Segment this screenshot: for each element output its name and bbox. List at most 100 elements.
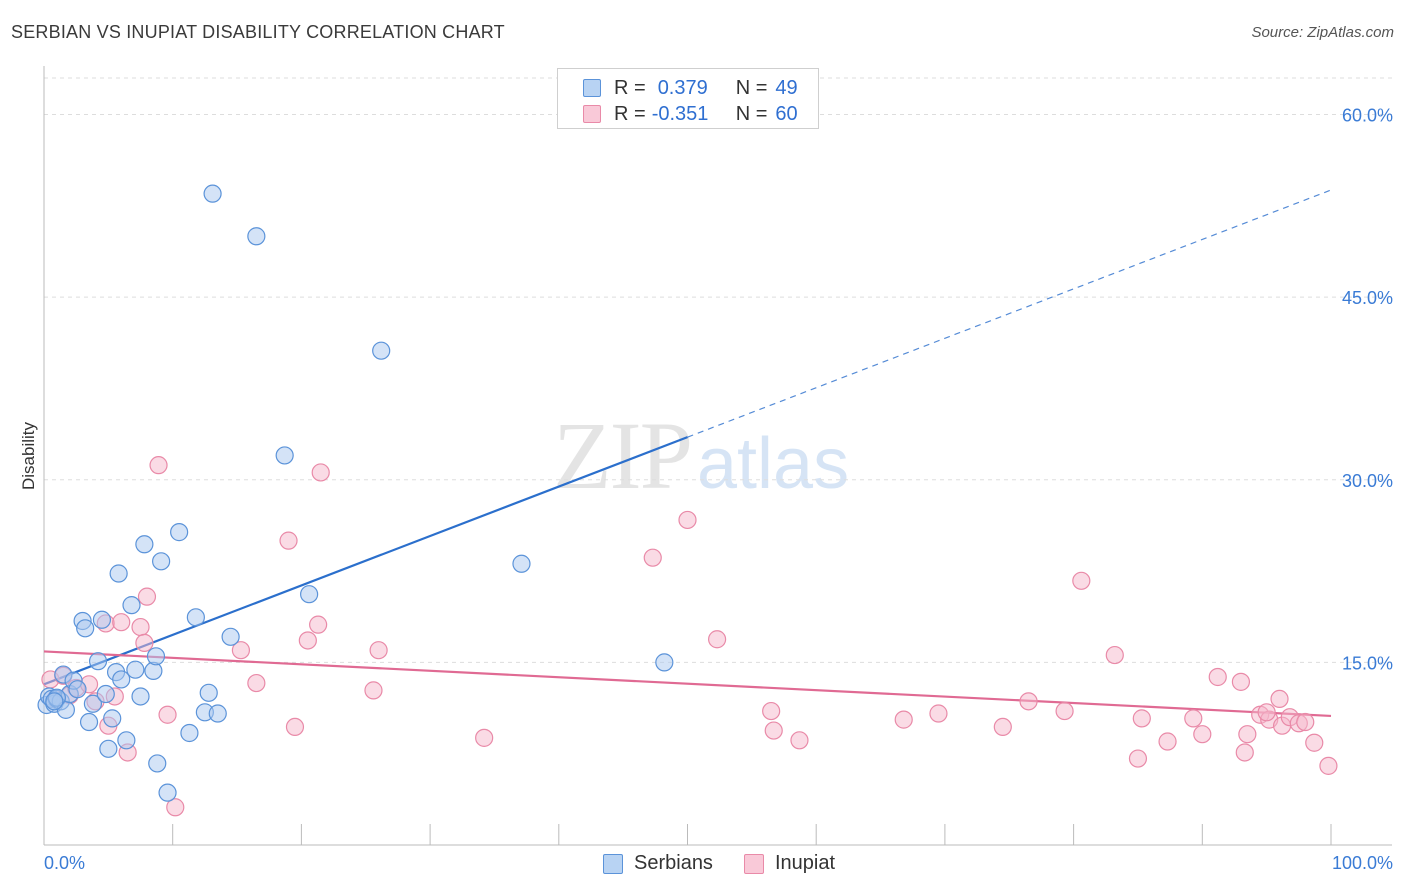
inupiat-point	[309, 615, 328, 634]
inupiat-point	[1055, 701, 1074, 721]
serbians-point	[135, 535, 154, 554]
legend-item-inupiat: Inupiat	[744, 852, 835, 875]
serbians-point	[68, 680, 87, 699]
serbians-point	[99, 739, 118, 758]
inupiat-point	[285, 717, 305, 737]
serbians-point	[79, 712, 99, 732]
legend-n-label: N =	[735, 102, 768, 125]
y-tick-label: 15.0%	[1342, 653, 1393, 673]
y-tick-label: 45.0%	[1342, 288, 1393, 308]
inupiat-point	[1257, 703, 1276, 722]
inupiat-point	[762, 701, 781, 721]
x-tick-label: 100.0%	[1332, 853, 1393, 873]
y-axis-label: Disability	[19, 421, 38, 490]
serbians-legend-swatch	[603, 853, 623, 874]
inupiat-point	[993, 717, 1012, 737]
inupiat-point	[475, 728, 494, 747]
inupiat-point	[364, 681, 383, 700]
serbians-point	[655, 653, 674, 672]
serbians-point	[103, 709, 122, 728]
chart-title: SERBIAN VS INUPIAT DISABILITY CORRELATIO…	[11, 22, 505, 42]
inupiat-point	[1019, 692, 1038, 711]
inupiat-point	[929, 704, 948, 723]
legend-n-value: 60	[775, 102, 798, 125]
serbians-swatch	[583, 79, 601, 97]
serbians-point	[180, 723, 199, 743]
inupiat-point	[298, 631, 317, 650]
legend-r-label: R =	[614, 102, 646, 125]
serbians-point	[170, 523, 189, 542]
watermark-atlas: atlas	[697, 424, 850, 504]
inupiat-point	[369, 641, 388, 660]
zipatlas-watermark: ZIPatlas	[553, 400, 849, 511]
serbians-point	[96, 684, 115, 704]
serbians-point	[83, 694, 103, 713]
inupiat-point	[1296, 712, 1315, 732]
serbians-point	[372, 341, 391, 360]
chart-source: Source: ZipAtlas.com	[1251, 24, 1394, 41]
inupiat-point	[764, 721, 783, 740]
inupiat-point	[643, 548, 662, 567]
legend-r-value: -0.351	[651, 102, 709, 125]
serbians-point	[131, 687, 150, 706]
legend-row-inupiat: R = -0.351 N = 60	[583, 102, 798, 126]
legend-n-value: 49	[775, 76, 798, 99]
serbians-point	[152, 552, 171, 571]
serbians-point	[148, 754, 167, 773]
inupiat-point	[279, 531, 298, 550]
inupiat-point	[247, 673, 266, 693]
inupiat-legend-label: Inupiat	[775, 852, 836, 874]
inupiat-point	[894, 710, 913, 729]
series-legend: Serbians Inupiat	[0, 852, 1406, 876]
inupiat-point	[1105, 645, 1124, 665]
inupiat-point	[158, 705, 177, 724]
inupiat-point	[1072, 571, 1091, 590]
inupiat-point	[1184, 709, 1203, 728]
serbians-point	[122, 596, 141, 615]
inupiat-point	[1305, 733, 1324, 752]
inupiat-point	[1235, 743, 1254, 762]
inupiat-point	[1270, 689, 1289, 709]
inupiat-point	[708, 630, 727, 649]
serbians-point	[186, 608, 205, 627]
serbians-point	[512, 554, 531, 573]
inupiat-point	[311, 463, 330, 482]
serbians-point	[117, 731, 136, 750]
inupiat-point	[1238, 725, 1257, 744]
legend-row-serbians: R = 0.379 N = 49	[583, 76, 798, 100]
inupiat-point	[166, 798, 185, 817]
serbians-point	[76, 619, 95, 638]
watermark-zip: ZIP	[553, 402, 693, 509]
serbians-point	[109, 564, 128, 583]
inupiat-point	[137, 587, 157, 606]
serbians-point	[92, 610, 112, 629]
inupiat-point	[231, 641, 251, 660]
serbians-point	[300, 585, 319, 604]
serbians-point	[126, 660, 145, 679]
legend-r-label: R =	[614, 76, 646, 99]
serbians-trendline-extension	[687, 189, 1332, 438]
inupiat-point	[1193, 725, 1212, 744]
axes	[43, 66, 1392, 846]
serbians-point	[275, 446, 294, 465]
inupiat-point	[1208, 667, 1227, 687]
inupiat-legend-swatch	[744, 853, 764, 874]
correlation-legend: R = 0.379 N = 49 R = -0.351 N = 60	[557, 68, 819, 129]
inupiat-point	[1132, 709, 1151, 728]
inupiat-point	[1158, 732, 1177, 751]
serbians-point	[199, 683, 218, 702]
inupiat-point	[112, 613, 131, 632]
grid-lines	[44, 77, 1392, 663]
inupiat-point	[1319, 756, 1338, 775]
serbians-point	[247, 227, 266, 246]
y-tick-label: 30.0%	[1342, 471, 1393, 491]
inupiat-swatch	[583, 105, 601, 123]
serbians-point	[158, 783, 177, 802]
inupiat-point	[149, 456, 168, 475]
serbians-point	[208, 704, 227, 723]
serbians-point	[146, 647, 166, 666]
inupiat-point	[1128, 749, 1148, 768]
legend-r-value: 0.379	[657, 76, 708, 99]
inupiat-point	[135, 633, 154, 653]
